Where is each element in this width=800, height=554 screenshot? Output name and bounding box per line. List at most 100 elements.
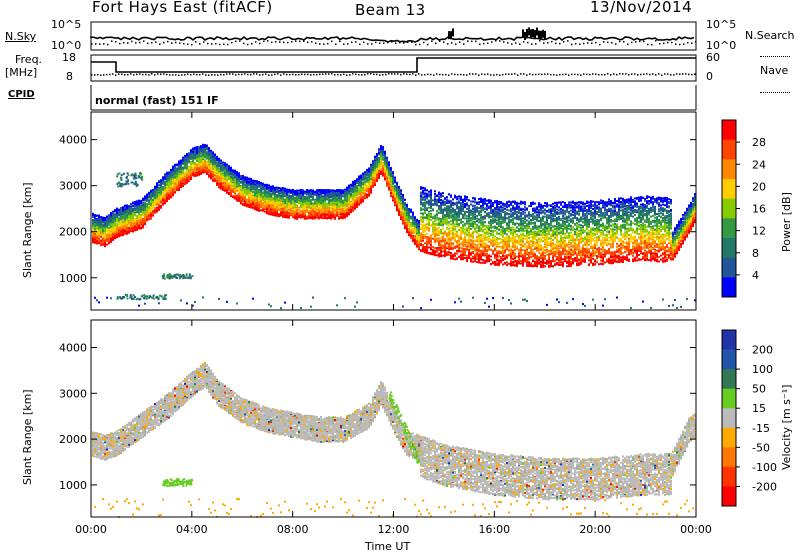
- power-cell: [292, 209, 294, 212]
- nave-dot: [655, 74, 657, 76]
- power-cell: [190, 150, 192, 153]
- power-cell: [198, 173, 200, 176]
- power-cell: [282, 211, 284, 214]
- power-cell: [152, 201, 154, 204]
- power-cell: [240, 176, 242, 179]
- power-cell: [136, 210, 138, 213]
- power-cell: [140, 221, 142, 224]
- power-cell: [164, 176, 166, 179]
- power-cell: [116, 211, 118, 214]
- power-cell: [270, 199, 272, 202]
- power-cell: [232, 181, 234, 184]
- power-cell: [222, 184, 224, 187]
- nsearch-dot: [331, 40, 333, 43]
- power-cell: [182, 167, 184, 170]
- power-cell: [118, 230, 120, 233]
- power-cell: [112, 223, 114, 226]
- nsearch-dot: [207, 42, 209, 45]
- power-cell: [160, 187, 162, 190]
- power-cell: [144, 223, 146, 226]
- power-cell: [100, 222, 102, 225]
- power-cell: [246, 181, 248, 184]
- power-cell: [94, 220, 96, 223]
- nsearch-dot: [395, 42, 397, 44]
- nsearch-dot: [531, 43, 533, 45]
- nave-dot: [667, 73, 669, 75]
- nsky-spike: [544, 30, 546, 39]
- power-cell: [186, 176, 188, 179]
- power-cell: [268, 194, 270, 197]
- nave-dot: [514, 73, 516, 75]
- power-cell: [136, 202, 138, 205]
- power-cell: [166, 173, 168, 176]
- power-cell: [112, 215, 114, 218]
- power-cell: [132, 216, 134, 219]
- power-cell: [164, 196, 166, 199]
- power-cell: [250, 180, 252, 183]
- power-cell: [112, 228, 114, 231]
- power-cell: [100, 243, 102, 246]
- power-cell: [264, 186, 266, 189]
- nsearch-dot: [359, 43, 361, 46]
- power-cell: [152, 206, 154, 209]
- power-cell: [122, 210, 124, 213]
- power-cell: [276, 199, 278, 202]
- power-cell: [236, 199, 238, 202]
- power-cell: [270, 190, 272, 193]
- power-cell: [184, 180, 186, 183]
- power-cell: [224, 183, 226, 186]
- power-cell: [196, 146, 198, 149]
- power-cell: [166, 189, 168, 192]
- power-cell: [118, 225, 120, 228]
- power-cell: [134, 220, 136, 223]
- power-cell: [168, 177, 170, 180]
- power-cell: [228, 173, 230, 176]
- power-cell: [224, 163, 226, 166]
- nave-dot: [553, 73, 555, 76]
- nave-dot: [151, 73, 153, 75]
- power-cell: [146, 194, 148, 197]
- power-cell: [194, 173, 196, 176]
- power-cell: [178, 161, 180, 164]
- power-cell: [244, 181, 246, 184]
- power-cell: [264, 198, 266, 201]
- power-cell: [154, 185, 156, 188]
- power-cell: [174, 179, 176, 182]
- power-cell: [128, 220, 130, 223]
- power-cell: [176, 171, 178, 174]
- power-cell: [116, 224, 118, 227]
- power-cell: [180, 182, 182, 185]
- power-cell: [242, 189, 244, 192]
- power-cell: [210, 165, 212, 168]
- power-cell: [104, 217, 106, 220]
- power-cell: [144, 204, 146, 207]
- power-cell: [278, 196, 280, 199]
- power-cell: [254, 208, 256, 211]
- power-cell: [220, 175, 222, 178]
- power-cell: [120, 230, 122, 233]
- power-cell: [142, 219, 144, 222]
- nsearch-dot: [663, 42, 665, 45]
- power-cell: [134, 207, 136, 210]
- power-cell: [162, 199, 164, 202]
- power-cell: [200, 172, 202, 175]
- power-cell: [116, 232, 118, 235]
- nave-dot: [448, 74, 450, 76]
- power-cell: [230, 169, 232, 172]
- nsearch-dot: [211, 43, 213, 45]
- power-cell: [168, 197, 170, 200]
- power-cell: [266, 191, 268, 194]
- nsearch-dot: [631, 41, 633, 44]
- nave-dot: [451, 73, 453, 75]
- power-cell: [154, 207, 156, 210]
- nsearch-dot: [247, 43, 249, 46]
- power-cell: [252, 199, 254, 202]
- power-cell: [280, 202, 282, 205]
- nave-dot: [355, 73, 357, 76]
- power-cell: [260, 196, 262, 199]
- nave-dot: [292, 73, 294, 76]
- power-cell: [144, 214, 146, 217]
- power-cell: [216, 157, 218, 160]
- power-cell: [170, 185, 172, 188]
- power-cell: [166, 184, 168, 187]
